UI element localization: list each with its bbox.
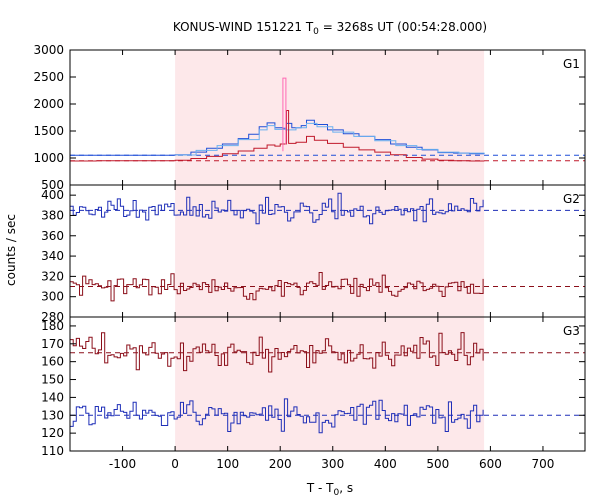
x-tick-label: 400 bbox=[374, 457, 397, 471]
y-tick-label: 1500 bbox=[33, 124, 64, 138]
spike-line bbox=[282, 77, 287, 152]
panel-label: G1 bbox=[563, 57, 580, 71]
x-tick-label: 300 bbox=[321, 457, 344, 471]
series-line-2 bbox=[70, 398, 484, 434]
y-tick-label: 340 bbox=[41, 249, 64, 263]
x-tick-label: 200 bbox=[269, 457, 292, 471]
y-tick-label: 300 bbox=[41, 290, 64, 304]
y-tick-label: 170 bbox=[41, 337, 64, 351]
y-tick-label: 180 bbox=[41, 319, 64, 333]
y-tick-label: 2000 bbox=[33, 97, 64, 111]
y-tick-label: 1000 bbox=[33, 151, 64, 165]
y-tick-label: 2500 bbox=[33, 70, 64, 84]
y-tick-label: 120 bbox=[41, 426, 64, 440]
panel-label: G2 bbox=[563, 192, 580, 206]
y-axis-label: counts / sec bbox=[4, 214, 18, 286]
series-line-3 bbox=[70, 110, 485, 162]
series-line-1 bbox=[70, 192, 484, 225]
series-line-2 bbox=[175, 122, 485, 156]
y-tick-label: 160 bbox=[41, 355, 64, 369]
x-tick-label: 0 bbox=[171, 457, 179, 471]
series-line-2 bbox=[70, 272, 484, 302]
y-tick-label: 360 bbox=[41, 229, 64, 243]
series-line-1 bbox=[70, 119, 485, 156]
y-tick-label: 400 bbox=[41, 188, 64, 202]
highlight-region bbox=[175, 185, 485, 317]
y-tick-label: 380 bbox=[41, 208, 64, 222]
plot-area: 50010001500200025003000G1280300320340360… bbox=[33, 43, 586, 471]
highlight-region bbox=[175, 50, 485, 185]
y-tick-label: 280 bbox=[41, 310, 64, 324]
x-tick-label: 500 bbox=[426, 457, 449, 471]
x-axis-label: T - T0, s bbox=[306, 481, 353, 498]
y-tick-label: 130 bbox=[41, 408, 64, 422]
highlight-region bbox=[175, 317, 485, 451]
y-tick-label: 500 bbox=[41, 178, 64, 192]
y-tick-label: 140 bbox=[41, 390, 64, 404]
x-tick-label: 600 bbox=[479, 457, 502, 471]
x-tick-label: -100 bbox=[109, 457, 136, 471]
x-tick-label: 100 bbox=[216, 457, 239, 471]
y-tick-label: 110 bbox=[41, 444, 64, 458]
chart-title: KONUS-WIND 151221 T0 = 3268s UT (00:54:2… bbox=[173, 20, 487, 37]
y-tick-label: 150 bbox=[41, 373, 64, 387]
series-line-1 bbox=[70, 332, 484, 373]
y-tick-label: 3000 bbox=[33, 43, 64, 57]
panel-label: G3 bbox=[563, 324, 580, 338]
y-tick-label: 320 bbox=[41, 269, 64, 283]
panel-frame bbox=[69, 316, 586, 452]
x-tick-label: 700 bbox=[532, 457, 555, 471]
